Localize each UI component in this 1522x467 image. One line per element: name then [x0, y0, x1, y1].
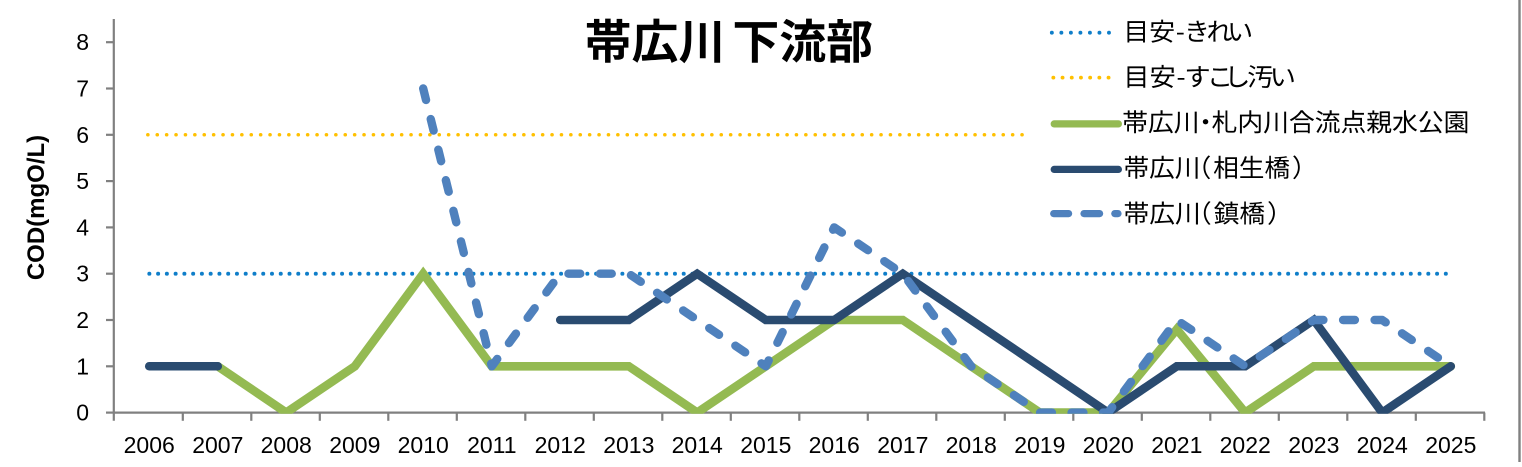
svg-text:2006: 2006 — [124, 432, 175, 458]
svg-text:5: 5 — [76, 168, 89, 194]
svg-text:1: 1 — [76, 353, 89, 379]
svg-text:2022: 2022 — [1220, 432, 1271, 458]
svg-text:2020: 2020 — [1083, 432, 1134, 458]
svg-text:2010: 2010 — [398, 432, 449, 458]
svg-text:2025: 2025 — [1425, 432, 1476, 458]
svg-text:2021: 2021 — [1151, 432, 1202, 458]
svg-text:2024: 2024 — [1357, 432, 1408, 458]
svg-text:2016: 2016 — [809, 432, 860, 458]
svg-text:2009: 2009 — [329, 432, 380, 458]
svg-text:2015: 2015 — [740, 432, 791, 458]
svg-text:2014: 2014 — [672, 432, 723, 458]
svg-text:0: 0 — [76, 400, 89, 426]
svg-text:7: 7 — [76, 76, 89, 102]
svg-text:COD(mgO/L): COD(mgO/L) — [23, 135, 50, 280]
svg-text:2023: 2023 — [1288, 432, 1339, 458]
svg-text:2018: 2018 — [946, 432, 997, 458]
svg-text:2007: 2007 — [192, 432, 243, 458]
svg-text:3: 3 — [76, 261, 89, 287]
svg-text:8: 8 — [76, 29, 89, 55]
svg-text:2019: 2019 — [1014, 432, 1065, 458]
svg-text:6: 6 — [76, 122, 89, 148]
svg-text:2013: 2013 — [603, 432, 654, 458]
svg-text:2011: 2011 — [467, 432, 516, 458]
svg-text:2012: 2012 — [535, 432, 586, 458]
svg-text:2008: 2008 — [261, 432, 312, 458]
svg-text:2017: 2017 — [877, 432, 928, 458]
svg-text:4: 4 — [76, 214, 89, 240]
svg-text:2: 2 — [76, 307, 89, 333]
